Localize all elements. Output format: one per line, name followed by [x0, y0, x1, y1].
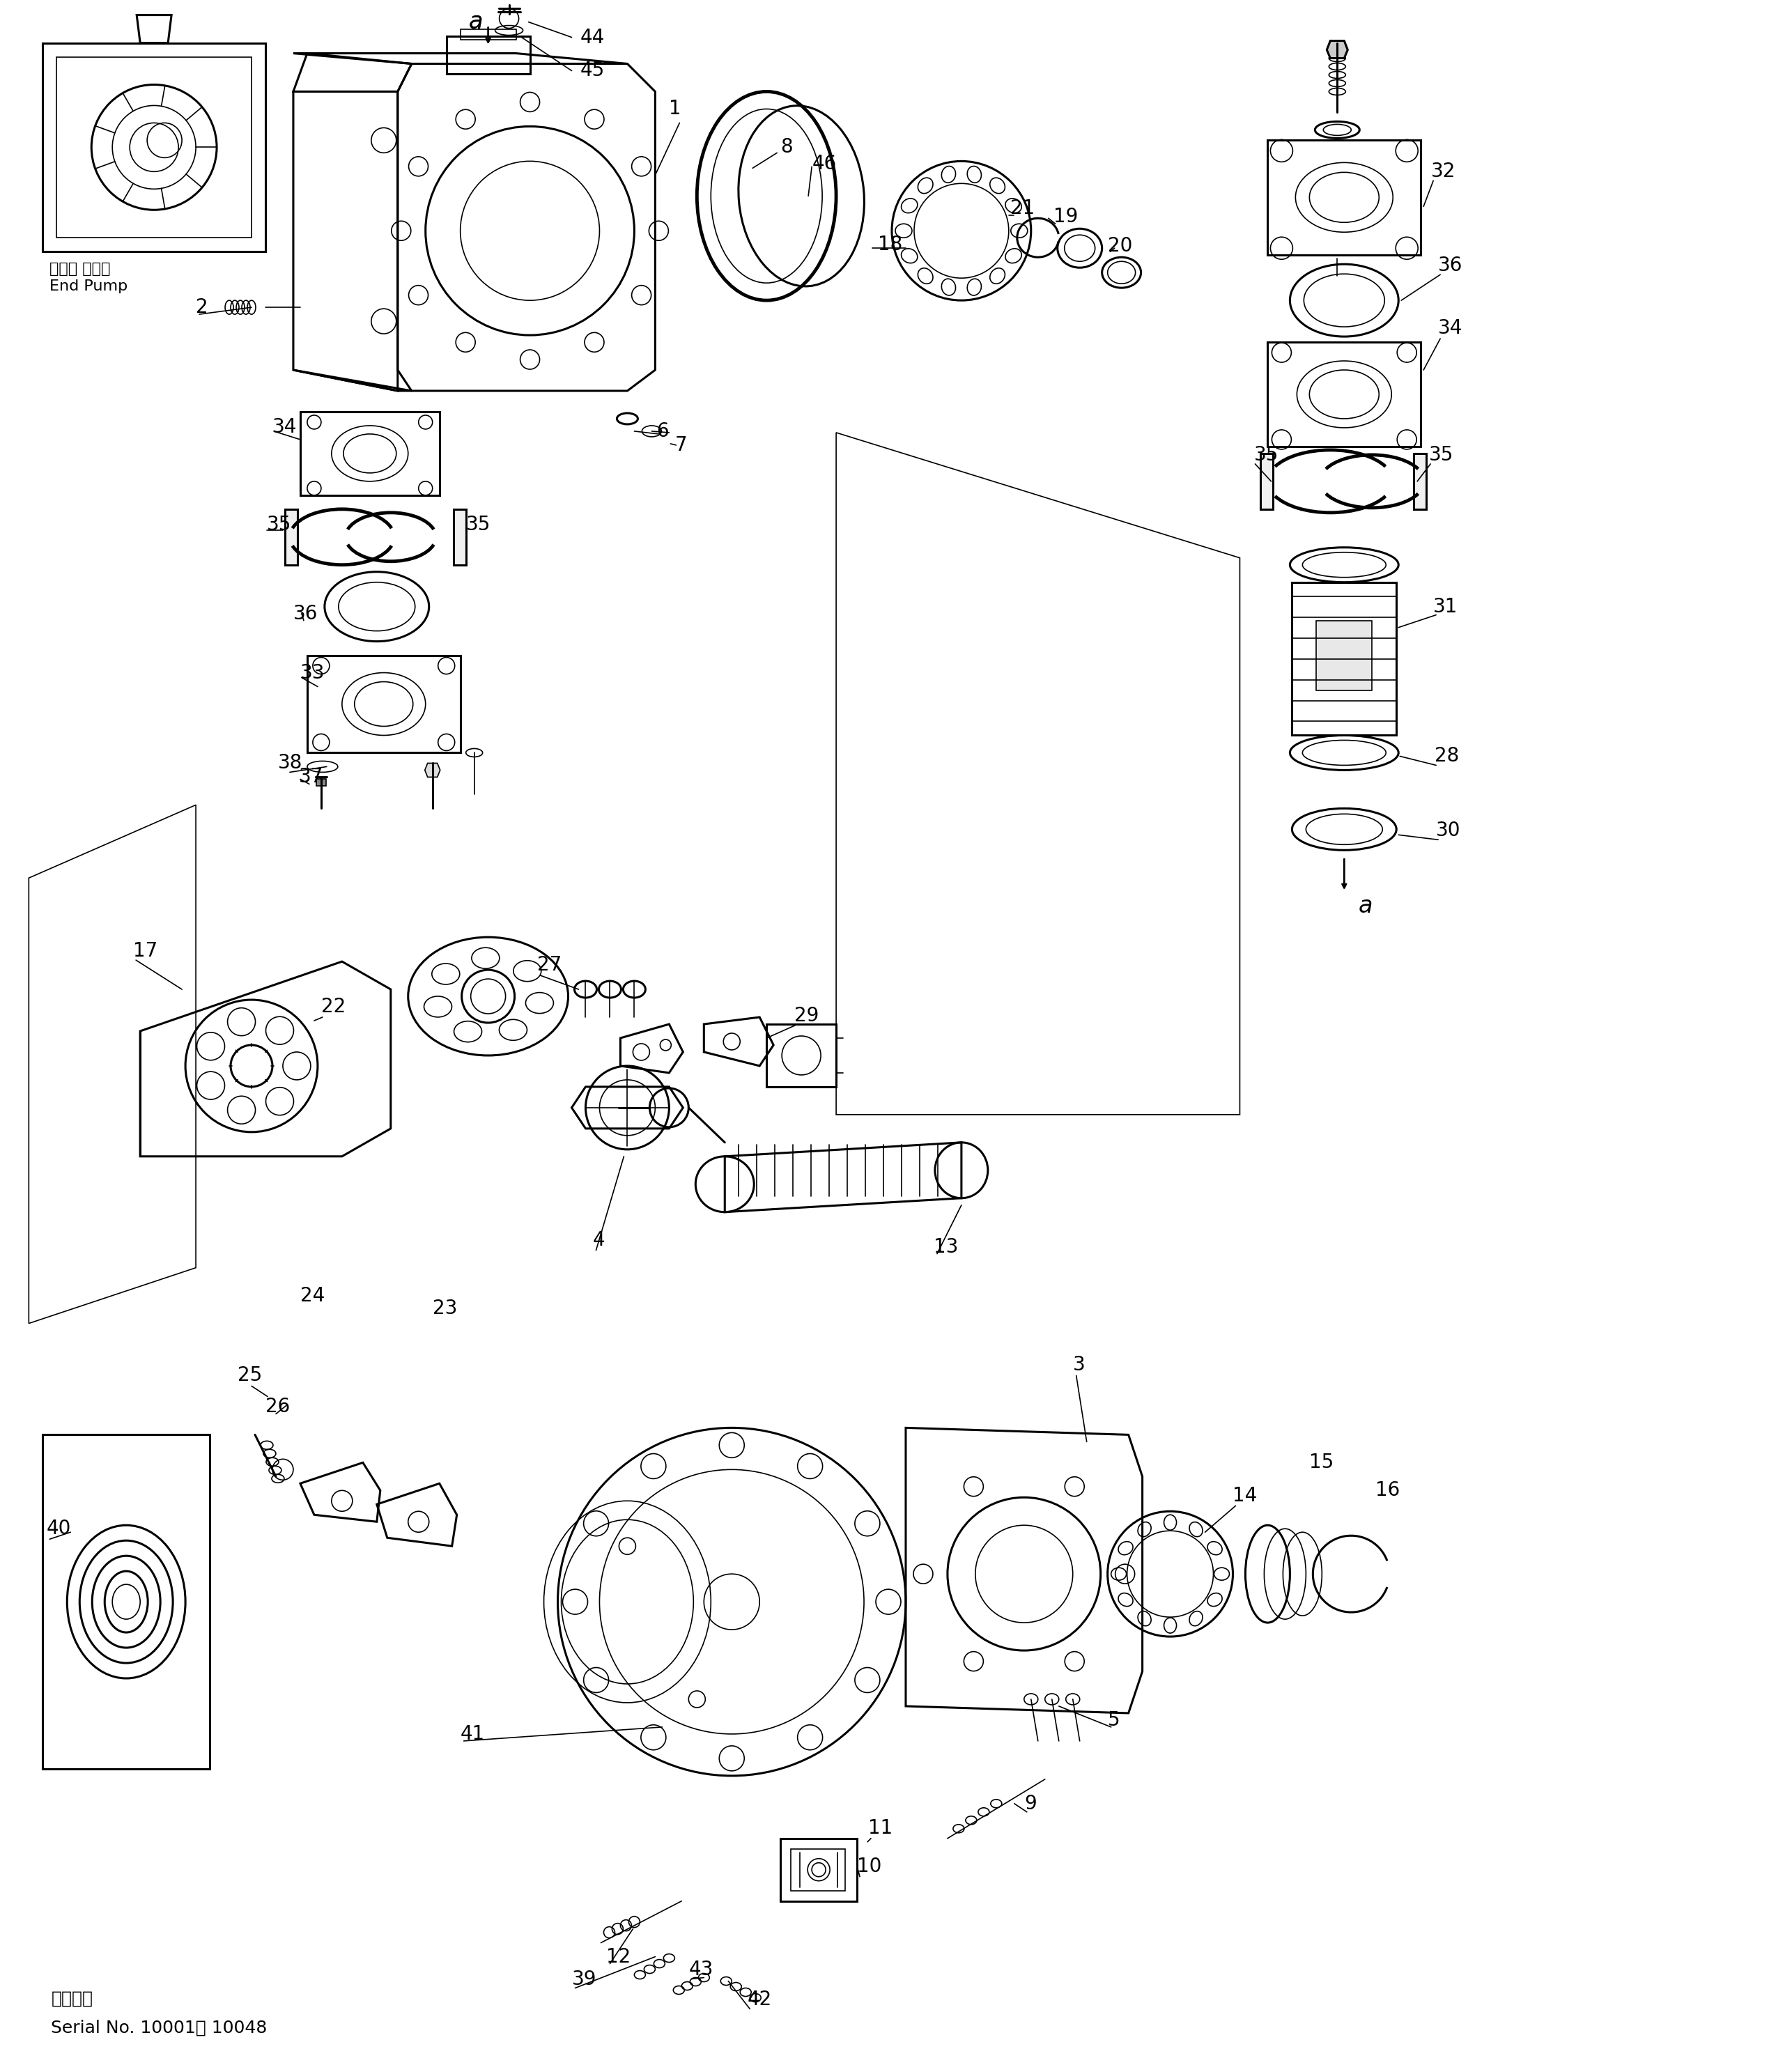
Text: 21: 21: [1011, 198, 1034, 219]
Polygon shape: [425, 764, 441, 776]
Text: 35: 35: [1430, 446, 1453, 465]
Text: 35: 35: [1254, 446, 1278, 465]
Text: 適用号機: 適用号機: [52, 1991, 93, 2007]
Text: 5: 5: [1107, 1710, 1120, 1730]
Bar: [453, 510, 466, 566]
Text: 10: 10: [857, 1856, 882, 1875]
Text: 30: 30: [1435, 822, 1460, 840]
Polygon shape: [1317, 620, 1373, 690]
Text: 12: 12: [606, 1947, 631, 1966]
Text: 42: 42: [747, 1991, 772, 2009]
Bar: [285, 510, 297, 566]
Bar: [781, 1838, 857, 1902]
Text: End Pump: End Pump: [50, 279, 127, 293]
Text: 25: 25: [238, 1365, 262, 1386]
Text: 36: 36: [1439, 256, 1462, 275]
Text: 27: 27: [538, 956, 561, 975]
Text: 7: 7: [674, 436, 686, 454]
Text: a: a: [470, 10, 484, 33]
Text: 31: 31: [1434, 597, 1459, 615]
Text: 34: 34: [1439, 318, 1462, 339]
Text: 13: 13: [934, 1237, 959, 1258]
Text: 35: 35: [466, 514, 491, 535]
Bar: [301, 411, 439, 496]
Text: 18: 18: [878, 235, 903, 254]
Text: 14: 14: [1233, 1487, 1258, 1505]
Text: 22: 22: [321, 997, 346, 1016]
Bar: [306, 655, 461, 754]
Text: 35: 35: [267, 514, 292, 535]
Polygon shape: [1326, 41, 1348, 58]
Bar: [1267, 343, 1421, 446]
Text: 36: 36: [294, 603, 317, 624]
Text: 32: 32: [1432, 161, 1455, 182]
Bar: [790, 1848, 846, 1892]
Text: 4: 4: [593, 1231, 606, 1249]
Bar: [43, 1435, 210, 1770]
Text: 46: 46: [812, 155, 837, 173]
Text: 43: 43: [688, 1960, 713, 1978]
Text: 34: 34: [272, 417, 297, 438]
Text: a: a: [470, 10, 484, 33]
Text: 33: 33: [301, 663, 324, 681]
Bar: [767, 1024, 837, 1086]
Text: 28: 28: [1435, 745, 1459, 766]
Text: 11: 11: [867, 1817, 892, 1838]
Bar: [1292, 582, 1396, 735]
Bar: [1414, 454, 1426, 510]
Text: 26: 26: [265, 1398, 290, 1417]
Text: 9: 9: [1023, 1794, 1036, 1813]
Text: 15: 15: [1310, 1454, 1333, 1472]
Text: 45: 45: [581, 62, 604, 81]
Text: 41: 41: [461, 1724, 486, 1743]
Text: 6: 6: [656, 421, 668, 442]
Bar: [315, 779, 326, 787]
Text: 1: 1: [668, 99, 681, 120]
Bar: [1267, 140, 1421, 256]
Text: 3: 3: [1073, 1355, 1086, 1375]
Text: エンド ポンプ: エンド ポンプ: [50, 262, 111, 277]
Text: 37: 37: [299, 768, 324, 787]
Text: 40: 40: [47, 1520, 72, 1538]
Text: 20: 20: [1107, 235, 1133, 256]
Text: 2: 2: [195, 297, 208, 318]
Bar: [461, 29, 516, 39]
Text: 44: 44: [581, 27, 604, 47]
Text: 23: 23: [432, 1299, 457, 1317]
Text: 38: 38: [278, 754, 303, 772]
Text: 29: 29: [794, 1006, 819, 1026]
Bar: [446, 35, 530, 74]
Text: Serial No. 10001～ 10048: Serial No. 10001～ 10048: [52, 2020, 267, 2036]
Text: 8: 8: [781, 138, 792, 157]
Text: 39: 39: [572, 1970, 597, 1989]
Bar: [1262, 454, 1274, 510]
Text: 19: 19: [1054, 207, 1079, 227]
Text: 24: 24: [301, 1286, 324, 1305]
Text: 17: 17: [133, 942, 158, 960]
Text: a: a: [1358, 894, 1373, 917]
Text: 16: 16: [1376, 1481, 1400, 1499]
